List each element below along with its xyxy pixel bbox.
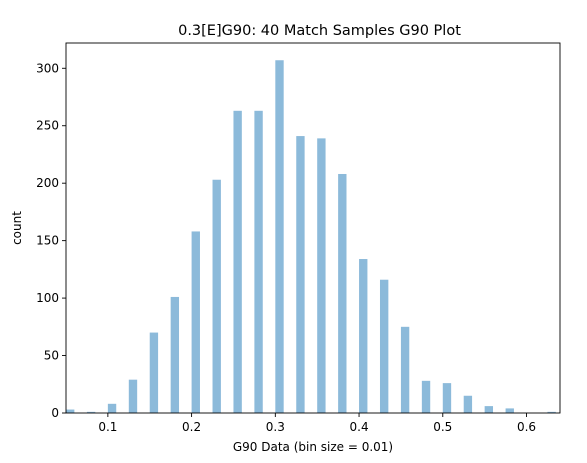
histogram-bar <box>338 173 347 413</box>
y-tick-label: 50 <box>44 349 59 363</box>
histogram-bar <box>317 138 326 413</box>
histogram-bar <box>359 259 368 413</box>
histogram-bar <box>421 380 431 413</box>
histogram-bar <box>233 110 242 414</box>
y-tick-label: 300 <box>36 61 59 75</box>
histogram-bar <box>400 326 410 413</box>
histogram-bar <box>107 403 117 413</box>
y-tick-label: 0 <box>51 406 59 420</box>
y-tick-label: 150 <box>36 234 59 248</box>
chart-title: 0.3[E]G90: 40 Match Samples G90 Plot <box>178 23 461 39</box>
histogram-bar <box>484 406 494 413</box>
histogram-bar <box>254 110 263 414</box>
histogram-bar <box>149 332 159 413</box>
x-tick-label: 0.6 <box>517 420 536 434</box>
y-tick-label: 200 <box>36 176 59 190</box>
x-tick-label: 0.1 <box>98 420 117 434</box>
y-axis-label: count <box>10 211 24 245</box>
histogram-bar <box>275 60 284 414</box>
plot-frame <box>65 42 561 414</box>
y-tick-label: 100 <box>36 291 59 305</box>
histogram-bar <box>505 408 514 413</box>
histogram-bar <box>296 136 305 413</box>
histogram-bar <box>547 411 556 413</box>
histogram-bar <box>463 395 473 413</box>
x-tick-label: 0.5 <box>433 420 452 434</box>
histogram-bar <box>442 383 452 413</box>
histogram-bar <box>212 179 221 413</box>
x-tick-label: 0.4 <box>350 420 369 434</box>
histogram-bar <box>128 379 138 413</box>
bars-layer <box>66 60 556 414</box>
y-axis-ticks: 0 50 100 150 200 250 300 <box>36 61 66 420</box>
histogram-bar <box>170 296 180 413</box>
y-tick-label: 250 <box>36 119 59 133</box>
x-axis-ticks: 0.1 0.2 0.3 0.4 0.5 0.6 <box>98 413 536 434</box>
x-tick-label: 0.3 <box>266 420 285 434</box>
histogram-bar <box>191 231 200 413</box>
x-tick-label: 0.2 <box>182 420 201 434</box>
histogram-bar <box>379 279 389 413</box>
x-axis-label: G90 Data (bin size = 0.01) <box>233 440 393 454</box>
histogram-bar <box>66 409 75 413</box>
histogram-bar <box>86 411 96 413</box>
